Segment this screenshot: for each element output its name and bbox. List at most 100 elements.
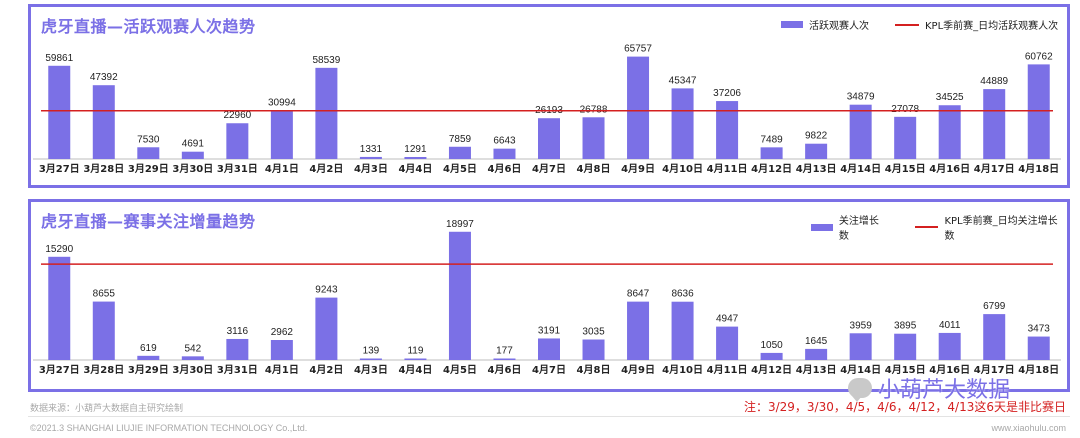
data-label: 139 xyxy=(363,346,380,357)
data-label: 34525 xyxy=(936,92,964,103)
data-label: 7489 xyxy=(760,134,783,145)
data-label: 27078 xyxy=(891,104,919,115)
x-tick-label: 4月7日 xyxy=(532,163,566,175)
bar xyxy=(716,101,739,159)
x-tick-label: 4月10日 xyxy=(662,364,703,376)
chat-bubble-icon xyxy=(848,378,872,402)
x-tick-label: 4月9日 xyxy=(621,364,655,376)
legend-line-swatch xyxy=(914,226,939,228)
bar xyxy=(760,147,783,159)
bar xyxy=(805,143,828,159)
x-tick-label: 3月27日 xyxy=(39,163,80,175)
data-label: 6643 xyxy=(493,136,516,147)
bar xyxy=(137,147,160,159)
bar xyxy=(315,297,338,360)
bar xyxy=(448,146,471,159)
bar xyxy=(938,105,961,159)
legend-reference-label: KPL季前赛_日均活跃观赛人次 xyxy=(925,21,1059,32)
data-label: 1331 xyxy=(360,144,383,155)
x-tick-label: 4月12日 xyxy=(751,364,792,376)
bar xyxy=(1027,336,1050,360)
bar xyxy=(671,301,694,360)
brand-watermark: 小葫芦大数据 xyxy=(848,372,1010,404)
x-tick-label: 4月15日 xyxy=(885,364,926,376)
legend-line-swatch xyxy=(895,23,919,26)
bar xyxy=(92,85,115,159)
data-label: 3473 xyxy=(1028,324,1051,335)
x-tick-label: 4月16日 xyxy=(929,163,970,175)
bar xyxy=(538,338,560,360)
x-tick-label: 4月8日 xyxy=(577,364,611,376)
data-label: 18997 xyxy=(446,219,474,230)
data-label: 34879 xyxy=(847,92,875,103)
legend-bar-swatch xyxy=(811,223,833,231)
bar xyxy=(538,118,560,159)
bar xyxy=(627,301,650,360)
bar xyxy=(849,104,872,159)
bar xyxy=(270,110,293,159)
data-label: 22960 xyxy=(223,110,251,121)
x-tick-label: 3月29日 xyxy=(128,364,169,376)
data-label: 1645 xyxy=(805,336,828,347)
data-label: 619 xyxy=(140,343,157,354)
x-tick-label: 4月1日 xyxy=(265,364,299,376)
non-match-day-note: 注：3/29，3/30，4/5，4/6，4/12，4/13这6天是非比赛日 xyxy=(743,400,1066,414)
x-tick-label: 3月28日 xyxy=(83,364,124,376)
x-tick-label: 4月14日 xyxy=(840,364,881,376)
bar xyxy=(582,117,605,159)
bar-chart-follow-growth: 15290 3月27日 8655 3月28日 619 3月29日 542 3月30日 3116 3… xyxy=(33,219,1061,376)
x-tick-label: 4月6日 xyxy=(488,163,522,175)
bar xyxy=(938,332,961,360)
bar xyxy=(448,231,471,360)
data-label: 6799 xyxy=(983,301,1006,312)
data-label: 44889 xyxy=(980,76,1008,87)
legend-bar-swatch xyxy=(781,21,803,28)
footer-divider xyxy=(28,416,1070,417)
bar xyxy=(582,339,605,360)
data-label: 3116 xyxy=(227,326,249,337)
bar xyxy=(359,156,382,159)
bar xyxy=(760,352,783,360)
data-label: 4691 xyxy=(182,139,205,150)
data-label: 1291 xyxy=(404,144,427,155)
bar xyxy=(671,88,694,159)
bar-chart-active-viewers: 59861 3月27日 47392 3月28日 7530 3月29日 4691 3月30日 22… xyxy=(33,44,1061,175)
bar xyxy=(1027,64,1050,159)
data-label: 7530 xyxy=(137,134,160,145)
bar xyxy=(48,65,71,159)
data-label: 542 xyxy=(184,343,201,354)
data-label: 7859 xyxy=(449,134,472,145)
chart-legend: 活跃观赛人次 KPL季前赛_日均活跃观赛人次 xyxy=(781,17,1058,32)
data-label: 26788 xyxy=(580,104,608,115)
bar xyxy=(849,333,872,360)
x-tick-label: 4月2日 xyxy=(309,364,343,376)
x-tick-label: 3月28日 xyxy=(83,163,124,175)
x-tick-label: 4月15日 xyxy=(885,163,926,175)
x-tick-label: 4月12日 xyxy=(751,163,792,175)
x-tick-label: 4月9日 xyxy=(621,163,655,175)
bar xyxy=(181,151,204,159)
bar xyxy=(48,256,71,360)
x-tick-label: 4月13日 xyxy=(796,163,837,175)
x-tick-label: 4月16日 xyxy=(929,364,970,376)
x-tick-label: 4月4日 xyxy=(398,364,432,376)
bar xyxy=(404,156,427,159)
x-tick-label: 4月8日 xyxy=(577,163,611,175)
data-label: 58539 xyxy=(312,55,340,66)
data-label: 47392 xyxy=(90,72,118,83)
x-tick-label: 4月10日 xyxy=(662,163,703,175)
x-tick-label: 4月13日 xyxy=(796,364,837,376)
bar xyxy=(270,340,293,360)
data-label: 45347 xyxy=(669,75,697,86)
chart-title: 虎牙直播—赛事关注增量趋势 xyxy=(41,212,256,231)
data-label: 119 xyxy=(407,346,423,357)
bar xyxy=(627,56,650,159)
bar xyxy=(493,358,516,360)
legend-reference-label: KPL季前赛_日均关注增长数 xyxy=(944,216,1058,242)
data-label: 4011 xyxy=(939,320,961,331)
data-label: 1050 xyxy=(760,340,783,351)
data-label: 4947 xyxy=(716,314,739,325)
bar xyxy=(716,326,739,360)
data-label: 30994 xyxy=(268,98,296,109)
x-tick-label: 3月31日 xyxy=(217,364,258,376)
